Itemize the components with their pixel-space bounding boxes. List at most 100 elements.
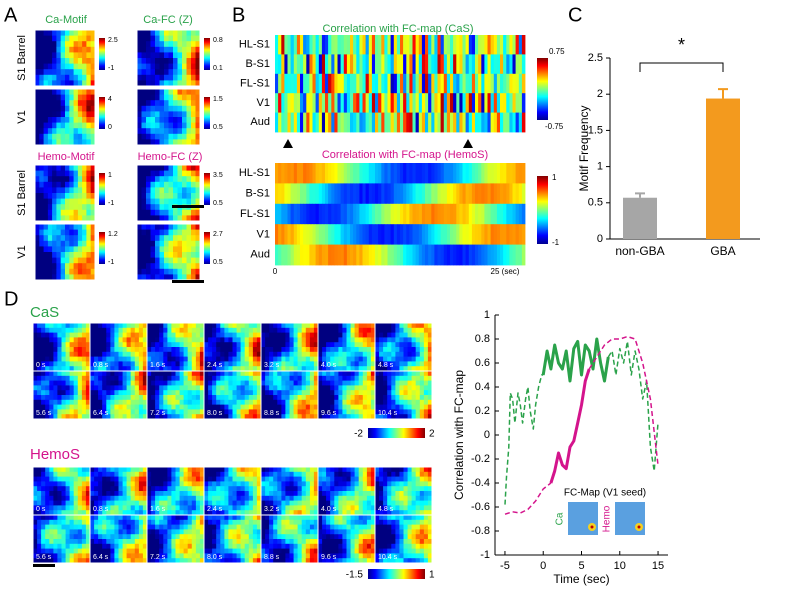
image-pixel <box>127 505 132 510</box>
heatmap-cell <box>375 35 379 55</box>
image-pixel <box>70 491 75 496</box>
image-pixel <box>74 323 79 328</box>
image-pixel <box>290 357 295 362</box>
image-pixel <box>123 376 128 381</box>
image-pixel <box>159 371 164 376</box>
heatmap-cell <box>328 163 332 184</box>
image-pixel <box>78 106 83 112</box>
image-pixel <box>212 390 217 395</box>
image-pixel <box>69 204 74 210</box>
image-pixel <box>35 58 40 64</box>
image-pixel <box>82 263 87 269</box>
image-pixel <box>52 235 57 241</box>
image-pixel <box>106 491 111 496</box>
image-pixel <box>265 400 270 405</box>
image-pixel <box>196 477 201 482</box>
image-pixel <box>204 400 209 405</box>
heatmap-cell <box>322 54 326 74</box>
image-pixel <box>338 409 343 414</box>
image-pixel <box>146 235 151 241</box>
image-pixel <box>182 182 187 188</box>
image-pixel <box>347 390 352 395</box>
image-pixel <box>135 501 140 506</box>
image-pixel <box>228 481 233 486</box>
image-pixel <box>74 69 79 75</box>
heatmap-cell <box>438 163 442 184</box>
image-pixel <box>160 106 165 112</box>
image-pixel <box>208 371 213 376</box>
image-pixel <box>228 390 233 395</box>
heatmap-cell <box>409 74 413 94</box>
heatmap-cell <box>300 113 304 133</box>
image-pixel <box>139 505 144 510</box>
image-pixel <box>106 385 111 390</box>
y-tick-label: 1 <box>597 161 603 173</box>
image-pixel <box>192 385 197 390</box>
heatmap-cell <box>344 35 348 55</box>
image-pixel <box>424 333 429 338</box>
image-pixel <box>78 357 83 362</box>
image-pixel <box>33 486 38 491</box>
image-pixel <box>306 323 311 328</box>
bar <box>706 99 740 239</box>
heatmap-cell <box>403 93 407 113</box>
image-pixel <box>74 501 79 506</box>
image-pixel <box>182 111 187 117</box>
image-pixel <box>86 224 91 230</box>
image-pixel <box>164 193 169 199</box>
image-pixel <box>139 395 144 400</box>
image-pixel <box>123 400 128 405</box>
image-pixel <box>139 496 144 501</box>
image-pixel <box>57 486 62 491</box>
image-pixel <box>383 342 388 347</box>
image-pixel <box>48 210 53 216</box>
heatmap-cell <box>522 74 526 94</box>
image-pixel <box>176 472 181 477</box>
image-pixel <box>187 187 192 193</box>
heatmap-cell <box>403 163 407 184</box>
image-pixel <box>196 347 201 352</box>
image-pixel <box>98 491 103 496</box>
image-pixel <box>53 381 58 386</box>
colorbar-label: -1 <box>552 238 560 247</box>
image-pixel <box>102 481 107 486</box>
image-pixel <box>404 381 409 386</box>
colorbar-label: 1.5 <box>213 96 223 103</box>
heatmap-cell <box>384 224 388 245</box>
image-pixel <box>39 100 44 106</box>
time-label: 4.8 s <box>378 362 394 369</box>
image-pixel <box>78 47 83 53</box>
image-pixel <box>338 357 343 362</box>
image-pixel <box>173 117 178 123</box>
image-pixel <box>106 333 111 338</box>
image-pixel <box>82 182 87 188</box>
image-pixel <box>155 491 160 496</box>
image-pixel <box>224 501 229 506</box>
image-pixel <box>164 187 169 193</box>
image-pixel <box>49 477 54 482</box>
image-pixel <box>66 357 71 362</box>
heatmap-cell <box>450 113 454 133</box>
heatmap-cell <box>494 224 498 245</box>
image-pixel <box>379 467 384 472</box>
image-pixel <box>216 352 221 357</box>
heatmap-cell <box>444 163 448 184</box>
image-pixel <box>290 390 295 395</box>
image-pixel <box>310 376 315 381</box>
heatmap-cell <box>419 74 423 94</box>
image-pixel <box>224 486 229 491</box>
image-pixel <box>57 400 62 405</box>
image-pixel <box>196 385 201 390</box>
image-pixel <box>285 357 290 362</box>
image-pixel <box>74 176 79 182</box>
heatmap-cell <box>463 93 467 113</box>
image-pixel <box>49 467 54 472</box>
image-pixel <box>367 400 372 405</box>
heatmap-cell <box>484 113 488 133</box>
image-pixel <box>342 505 347 510</box>
column-title: Ca-FC (Z) <box>143 14 193 26</box>
image-pixel <box>146 171 151 177</box>
y-tick-label: -0.4 <box>471 477 490 489</box>
image-pixel <box>74 258 79 264</box>
